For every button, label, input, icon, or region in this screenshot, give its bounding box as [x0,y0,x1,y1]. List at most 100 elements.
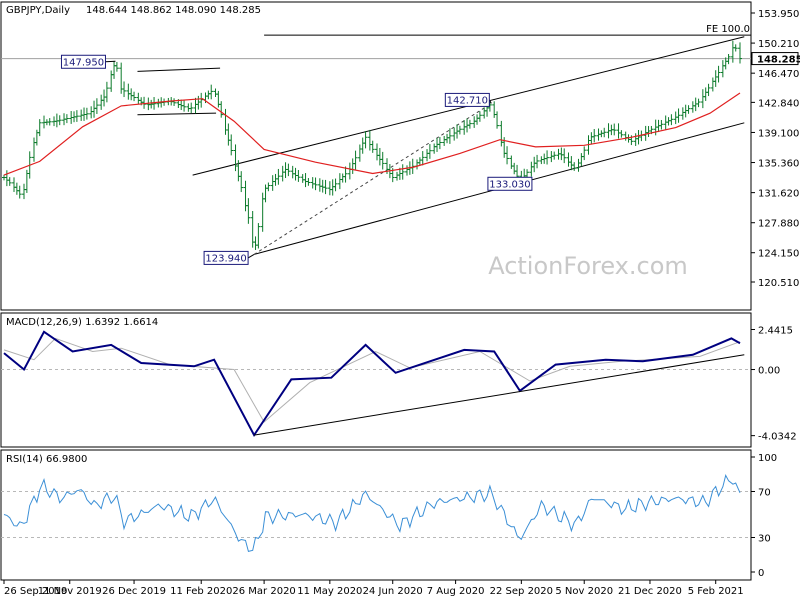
swing-label-leader [105,60,116,63]
price-bar [84,107,89,120]
price-bar [370,140,375,153]
price-bar [74,110,79,122]
price-bar [457,125,462,135]
range-box-bottom [137,112,217,116]
price-bar [122,81,127,98]
x-tick-label: 11 Feb 2020 [170,586,232,597]
price-bar [219,101,224,118]
price-bar [706,83,711,97]
price-bar [535,154,540,169]
x-tick-label: 24 Jun 2020 [363,586,423,597]
last-price-badge [751,52,799,66]
price-bar [447,128,452,144]
price-y-tick-label: 146.470 [758,69,799,80]
price-bar [669,114,674,126]
price-bar [189,102,194,114]
x-tick-label: 11 Nov 2019 [38,586,102,597]
price-bar [619,130,624,138]
swing-label-box [487,176,533,191]
price-bar [738,42,742,64]
macd-y-tick-label: 0.00 [758,366,780,377]
price-bar [676,108,681,123]
price-bar [64,114,69,124]
macd-line [3,330,741,438]
price-bar [333,178,338,192]
x-tick-label: 11 May 2020 [297,586,362,597]
range-box-top [137,67,221,72]
price-bar [487,100,492,112]
rsi-y-tick-label: 0 [758,568,764,579]
price-bar [477,111,482,122]
x-tick-label: 22 Sep 2020 [490,586,553,597]
price-bar [114,61,119,72]
rsi-panel-frame [0,449,752,581]
macd-y-tick-label: 2.4415 [758,326,793,337]
ohlc-high: 148.862 [131,5,172,16]
price-bar [17,185,22,199]
price-bar [323,179,328,195]
swing-label-box [444,92,490,107]
price-bar [313,177,318,191]
macd-layer [1,330,751,438]
price-bar [94,98,99,114]
price-bar [104,81,109,103]
price-bar [229,134,234,156]
price-bar [572,162,577,171]
x-tick-label: 5 Feb 2021 [688,586,744,597]
price-y-tick-label: 131.620 [758,189,799,200]
price-bar [209,84,214,100]
price-bar [256,223,261,249]
ohlc-open: 148.644 [86,5,127,16]
price-bar [582,146,587,161]
price-bar [266,182,271,192]
swing-label-box [60,54,106,69]
price-bar [562,148,567,164]
price-bar [495,111,500,129]
price-bar [733,44,738,52]
price-bar [420,151,425,166]
swing-label-147.950: 147.950 [63,57,104,68]
price-bar [239,171,244,193]
swing-label-box [203,250,249,265]
dashed-line-0 [253,102,492,255]
price-y-tick-label: 139.100 [758,128,799,139]
price-y-tick-label: 120.510 [758,278,799,289]
rsi-y-tick-label: 100 [758,453,777,464]
swing-label-133.030: 133.030 [489,179,530,190]
x-tick-label: 26 Mar 2020 [232,586,295,597]
price-bar [400,164,405,180]
price-bar [246,198,251,224]
price-bar [437,136,442,150]
price-bar [505,146,510,165]
rsi-y-tick-label: 30 [758,534,771,545]
macd-y-tick-label: -4.0342 [758,432,797,443]
price-bar [286,163,291,177]
price-bar [592,129,597,143]
rsi-layer [1,474,751,553]
price-bar [427,144,432,159]
watermark: ActionForex.com [488,252,688,280]
price-y-tick-label: 142.840 [758,98,799,109]
price-bar [380,151,385,170]
price-bar [276,168,281,185]
price-bar [132,91,137,102]
swing-label-142.710: 142.710 [447,95,488,106]
price-bar [612,123,617,136]
price-bar [182,99,187,112]
macd-signal-line [3,337,741,423]
rsi-line [3,474,741,553]
price-bar [602,127,607,138]
price-bar [726,53,731,65]
price-bar [716,65,721,83]
price-bar [57,115,62,126]
price-panel-frame [0,1,752,311]
price-y-tick-label: 127.880 [758,219,799,230]
price-bar [686,105,691,114]
price-layer: FE 100.0 147.950 123.940 142.710 133.030 [1,24,751,265]
price-y-tick-label: 135.360 [758,159,799,170]
price-bar [659,119,664,130]
ohlc-close: 148.285 [220,5,261,16]
x-tick-label: 5 Nov 2020 [555,586,613,597]
price-bar [353,150,358,170]
